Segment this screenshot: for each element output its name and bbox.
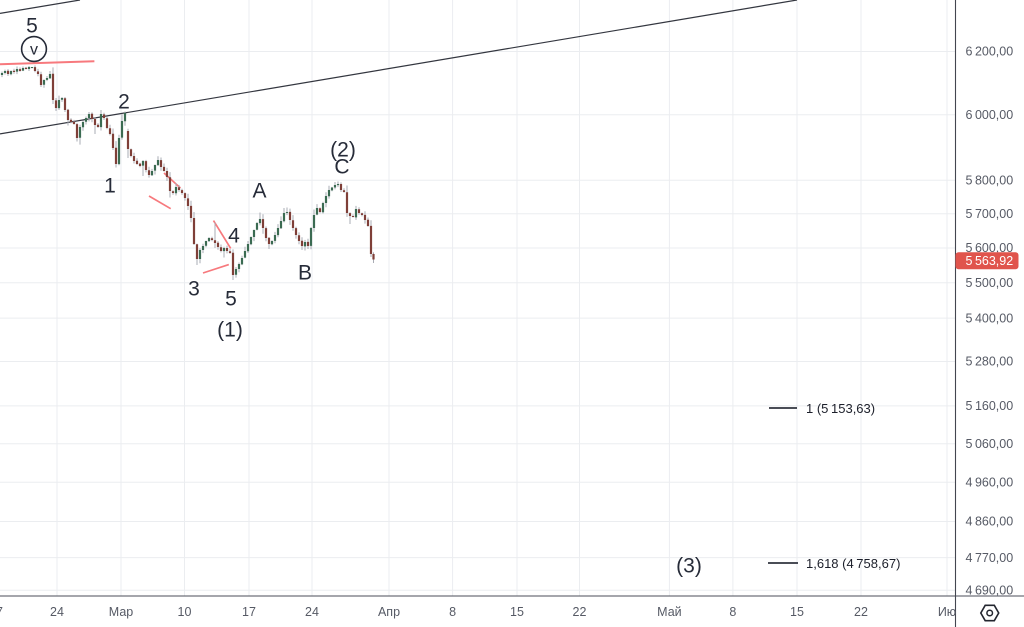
svg-text:6 000,00: 6 000,00 — [966, 108, 1014, 122]
svg-text:15: 15 — [510, 605, 524, 619]
svg-text:Май: Май — [657, 605, 682, 619]
svg-text:5 800,00: 5 800,00 — [966, 173, 1014, 187]
svg-text:5 600,00: 5 600,00 — [966, 241, 1014, 255]
svg-text:24: 24 — [50, 605, 64, 619]
svg-text:(1): (1) — [217, 318, 243, 341]
svg-text:1 (5 153,63): 1 (5 153,63) — [806, 401, 875, 416]
svg-text:15: 15 — [790, 605, 804, 619]
svg-text:v: v — [30, 42, 38, 59]
svg-text:5 400,00: 5 400,00 — [966, 311, 1014, 325]
svg-text:8: 8 — [449, 605, 456, 619]
svg-text:Апр: Апр — [378, 605, 400, 619]
svg-text:5: 5 — [26, 14, 38, 37]
svg-text:B: B — [298, 261, 312, 284]
svg-text:Мар: Мар — [109, 605, 134, 619]
svg-text:24: 24 — [305, 605, 319, 619]
svg-text:4 770,00: 4 770,00 — [966, 551, 1014, 565]
svg-text:Ию: Ию — [938, 605, 956, 619]
svg-text:(3): (3) — [676, 554, 702, 577]
svg-text:5 700,00: 5 700,00 — [966, 207, 1014, 221]
svg-text:5: 5 — [225, 287, 237, 310]
svg-text:5 160,00: 5 160,00 — [966, 399, 1014, 413]
svg-text:5 563,92: 5 563,92 — [966, 254, 1014, 268]
svg-text:A: A — [252, 179, 266, 202]
svg-text:4 860,00: 4 860,00 — [966, 515, 1014, 529]
svg-text:4 690,00: 4 690,00 — [966, 583, 1014, 597]
svg-text:4 960,00: 4 960,00 — [966, 475, 1014, 489]
svg-text:2: 2 — [118, 90, 130, 113]
svg-text:22: 22 — [573, 605, 587, 619]
svg-text:3: 3 — [188, 277, 200, 300]
svg-text:5 280,00: 5 280,00 — [966, 355, 1014, 369]
svg-text:C: C — [334, 155, 349, 178]
svg-text:8: 8 — [729, 605, 736, 619]
svg-text:6 200,00: 6 200,00 — [966, 45, 1014, 59]
svg-text:4: 4 — [228, 224, 240, 247]
svg-text:1,618 (4 758,67): 1,618 (4 758,67) — [806, 556, 900, 571]
svg-text:17: 17 — [242, 605, 256, 619]
svg-text:10: 10 — [178, 605, 192, 619]
svg-text:5 500,00: 5 500,00 — [966, 276, 1014, 290]
svg-text:(2): (2) — [330, 138, 356, 161]
svg-text:1: 1 — [104, 174, 116, 197]
svg-text:5 060,00: 5 060,00 — [966, 437, 1014, 451]
svg-text:22: 22 — [854, 605, 868, 619]
svg-text:17: 17 — [0, 605, 3, 619]
